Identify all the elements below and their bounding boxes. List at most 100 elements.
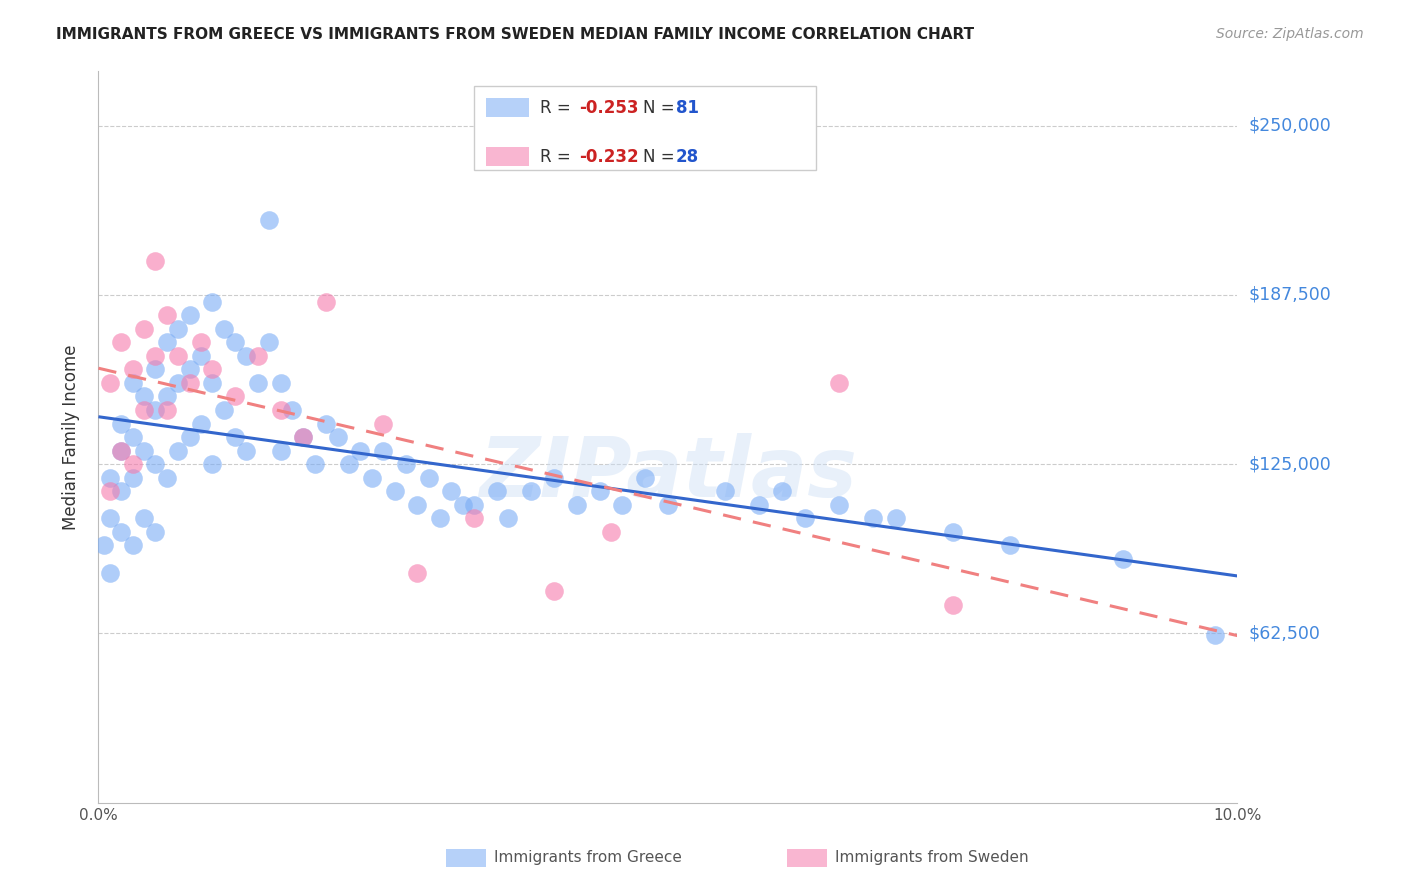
Point bbox=[942, 598, 965, 612]
Point bbox=[463, 511, 485, 525]
Y-axis label: Median Family Income: Median Family Income bbox=[62, 344, 80, 530]
Point bbox=[110, 524, 132, 539]
Text: N =: N = bbox=[643, 148, 679, 166]
Point bbox=[190, 335, 212, 350]
Point bbox=[121, 362, 143, 376]
Point bbox=[145, 254, 167, 268]
Point bbox=[657, 498, 679, 512]
Point bbox=[326, 430, 349, 444]
Point bbox=[942, 524, 965, 539]
Point bbox=[179, 308, 201, 322]
Point bbox=[235, 349, 257, 363]
Point bbox=[212, 322, 235, 336]
Point bbox=[246, 349, 269, 363]
Point bbox=[212, 403, 235, 417]
Point bbox=[828, 376, 851, 390]
Point bbox=[156, 389, 179, 403]
Point bbox=[98, 566, 121, 580]
Point bbox=[1204, 628, 1226, 642]
Point bbox=[748, 498, 770, 512]
Text: 81: 81 bbox=[676, 99, 699, 117]
Point bbox=[98, 471, 121, 485]
Point bbox=[201, 457, 224, 471]
Text: -0.253: -0.253 bbox=[579, 99, 638, 117]
Point bbox=[132, 403, 155, 417]
Point bbox=[179, 362, 201, 376]
Point bbox=[862, 511, 884, 525]
Point bbox=[145, 457, 167, 471]
Point bbox=[167, 349, 190, 363]
FancyBboxPatch shape bbox=[446, 849, 485, 867]
Point bbox=[156, 403, 179, 417]
Text: R =: R = bbox=[540, 99, 576, 117]
Point bbox=[634, 471, 657, 485]
Point bbox=[156, 471, 179, 485]
Point bbox=[132, 389, 155, 403]
Point bbox=[167, 322, 190, 336]
Point bbox=[770, 484, 793, 499]
Point bbox=[190, 417, 212, 431]
Point bbox=[179, 430, 201, 444]
Point bbox=[349, 443, 371, 458]
Point bbox=[373, 443, 395, 458]
Point bbox=[292, 430, 315, 444]
Point bbox=[498, 511, 520, 525]
Point bbox=[156, 335, 179, 350]
Point bbox=[145, 362, 167, 376]
Point bbox=[132, 322, 155, 336]
Text: IMMIGRANTS FROM GREECE VS IMMIGRANTS FROM SWEDEN MEDIAN FAMILY INCOME CORRELATIO: IMMIGRANTS FROM GREECE VS IMMIGRANTS FRO… bbox=[56, 27, 974, 42]
Text: Immigrants from Sweden: Immigrants from Sweden bbox=[835, 850, 1029, 865]
FancyBboxPatch shape bbox=[474, 86, 815, 170]
Point bbox=[224, 389, 246, 403]
Point bbox=[588, 484, 610, 499]
Text: N =: N = bbox=[643, 99, 679, 117]
Point bbox=[259, 335, 281, 350]
Point bbox=[714, 484, 737, 499]
Point bbox=[110, 417, 132, 431]
Point bbox=[337, 457, 360, 471]
Point bbox=[246, 376, 269, 390]
Point bbox=[98, 484, 121, 499]
Point bbox=[145, 524, 167, 539]
Point bbox=[224, 430, 246, 444]
Point bbox=[281, 403, 304, 417]
Point bbox=[121, 430, 143, 444]
Point bbox=[384, 484, 406, 499]
Point bbox=[121, 471, 143, 485]
Point bbox=[201, 362, 224, 376]
Point bbox=[543, 471, 565, 485]
Point bbox=[884, 511, 907, 525]
Point bbox=[1112, 552, 1135, 566]
Point bbox=[110, 443, 132, 458]
Point bbox=[486, 484, 509, 499]
Point bbox=[793, 511, 815, 525]
Point bbox=[167, 443, 190, 458]
Point bbox=[520, 484, 543, 499]
Point bbox=[145, 403, 167, 417]
Text: R =: R = bbox=[540, 148, 576, 166]
Point bbox=[132, 511, 155, 525]
Point bbox=[156, 308, 179, 322]
Point bbox=[828, 498, 851, 512]
Point bbox=[132, 443, 155, 458]
FancyBboxPatch shape bbox=[787, 849, 827, 867]
Point bbox=[235, 443, 257, 458]
Text: $62,500: $62,500 bbox=[1249, 624, 1320, 642]
Point bbox=[395, 457, 418, 471]
Point bbox=[612, 498, 634, 512]
Point bbox=[998, 538, 1021, 552]
Point bbox=[270, 403, 292, 417]
Point bbox=[167, 376, 190, 390]
Point bbox=[565, 498, 588, 512]
Point bbox=[543, 584, 565, 599]
Text: $187,500: $187,500 bbox=[1249, 285, 1331, 304]
Point bbox=[110, 443, 132, 458]
Point bbox=[110, 335, 132, 350]
Point bbox=[315, 294, 337, 309]
Point bbox=[600, 524, 623, 539]
Text: ZIPatlas: ZIPatlas bbox=[479, 434, 856, 514]
Point bbox=[98, 376, 121, 390]
FancyBboxPatch shape bbox=[485, 98, 529, 118]
Text: Source: ZipAtlas.com: Source: ZipAtlas.com bbox=[1216, 27, 1364, 41]
Point bbox=[440, 484, 463, 499]
